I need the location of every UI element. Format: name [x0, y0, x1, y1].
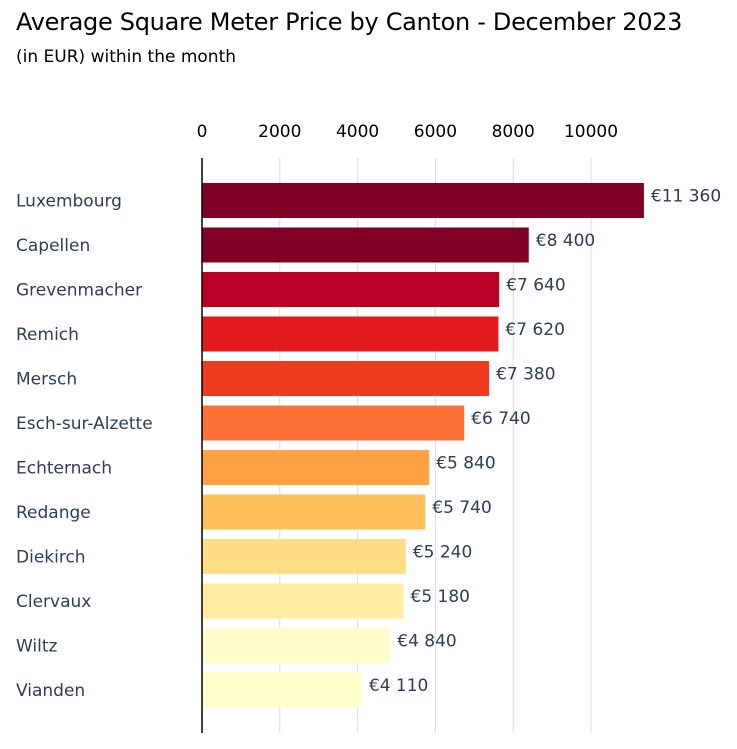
- data-label: €7 380: [496, 365, 555, 385]
- data-label: €5 180: [411, 587, 470, 607]
- data-label: €11 360: [651, 187, 721, 207]
- chart-subtitle: (in EUR) within the month: [16, 47, 237, 67]
- category-label: Grevenmacher: [16, 281, 142, 301]
- category-label: Luxembourg: [16, 192, 122, 212]
- data-label: €8 400: [536, 231, 595, 251]
- category-label: Esch-sur-Alzette: [16, 414, 153, 434]
- bar: [202, 628, 391, 663]
- data-label: €6 740: [471, 409, 530, 429]
- data-label: €5 240: [413, 543, 472, 563]
- data-label: €5 840: [436, 454, 495, 474]
- category-label: Redange: [16, 503, 91, 523]
- data-labels: €11 360 €8 400 €7 640 €7 620 €7 380 €6 740 €5 …: [369, 187, 721, 697]
- category-label: Remich: [16, 325, 79, 345]
- bar: [202, 494, 426, 530]
- category-label: Wiltz: [16, 637, 58, 657]
- bar: [202, 539, 406, 574]
- bar: [202, 405, 465, 441]
- x-tick-label: 4000: [336, 122, 379, 142]
- chart-title: Average Square Meter Price by Canton - D…: [16, 8, 683, 36]
- category-label: Vianden: [16, 681, 85, 701]
- category-label: Diekirch: [16, 548, 86, 568]
- category-label: Clervaux: [16, 592, 91, 612]
- bar: [202, 361, 490, 396]
- category-label: Echternach: [16, 459, 112, 479]
- data-label: €4 840: [397, 632, 456, 652]
- category-label: Mersch: [16, 370, 77, 390]
- x-tick-label: 0: [197, 122, 208, 142]
- x-tick-label: 6000: [414, 122, 457, 142]
- bars: [202, 183, 644, 708]
- x-tick-label: 2000: [258, 122, 301, 142]
- x-tick-label: 8000: [492, 122, 535, 142]
- bar: [202, 583, 404, 619]
- bar: [202, 316, 499, 352]
- bar: [202, 183, 644, 218]
- x-axis-ticks: 0 2000 4000 6000 8000 10000: [197, 122, 618, 142]
- data-label: €5 740: [432, 498, 491, 518]
- data-label: €4 110: [369, 676, 428, 696]
- bar: [202, 450, 430, 485]
- category-labels: Luxembourg Capellen Grevenmacher Remich Mers…: [16, 192, 153, 702]
- bar: [202, 272, 500, 307]
- bar: [202, 227, 529, 263]
- x-tick-label: 10000: [564, 122, 618, 142]
- category-label: Capellen: [16, 236, 90, 256]
- bar: [202, 672, 362, 708]
- data-label: €7 620: [505, 320, 564, 340]
- data-label: €7 640: [506, 276, 565, 296]
